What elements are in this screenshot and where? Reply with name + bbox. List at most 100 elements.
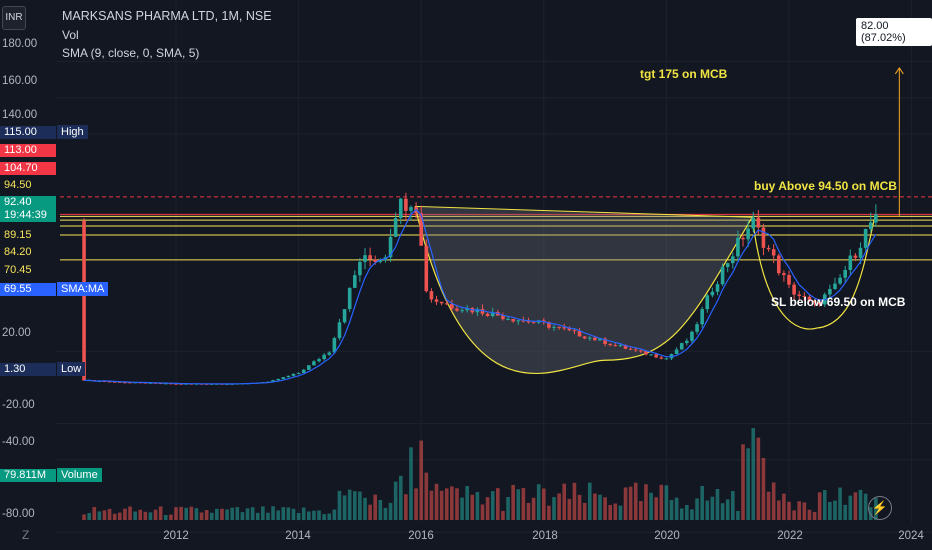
- candle-body: [858, 247, 863, 258]
- candle-body: [766, 247, 771, 250]
- volume-bar: [644, 484, 648, 520]
- candle-body: [853, 255, 858, 258]
- candle-body: [516, 320, 521, 322]
- candle-body: [562, 327, 567, 329]
- volume-bar: [383, 507, 388, 520]
- candle-body: [776, 255, 781, 274]
- candle-body: [644, 350, 648, 355]
- candle-body: [797, 294, 802, 296]
- x-tick: 2014: [285, 530, 311, 542]
- candle-body: [552, 326, 556, 328]
- volume-bar: [531, 497, 536, 520]
- candle-body: [332, 338, 337, 353]
- volume-bar: [419, 440, 423, 520]
- y-tick: 140.00: [2, 109, 38, 121]
- volume-indicator-title[interactable]: Vol: [62, 28, 79, 42]
- candle-body: [608, 344, 613, 346]
- candle-body: [398, 198, 403, 219]
- volume-bar: [332, 509, 337, 520]
- candle-body: [506, 318, 510, 320]
- candle-body: [501, 315, 505, 320]
- candle-body: [685, 340, 689, 344]
- candle-body: [322, 354, 326, 360]
- sma-text-label: SMA:MA: [57, 282, 109, 296]
- chart-grid: [56, 0, 932, 533]
- sma-value-label: 69.55: [0, 283, 56, 296]
- candle-body: [679, 343, 684, 350]
- volume-bar: [286, 507, 291, 520]
- candle-body: [531, 322, 536, 324]
- sma-indicator-title[interactable]: SMA (9, close, 0, SMA, 5): [62, 46, 200, 60]
- volume-bar: [123, 508, 127, 520]
- volume-bar: [690, 509, 694, 520]
- lightning-icon[interactable]: ⚡: [868, 496, 892, 520]
- handle-outline: [751, 217, 876, 330]
- candle-body: [587, 337, 592, 339]
- volume-bar: [373, 494, 378, 520]
- volume-bar: [679, 508, 684, 520]
- volume-bar: [470, 494, 475, 520]
- price-89-label: 89.15: [0, 229, 56, 242]
- price-94-label: 94.50: [0, 179, 56, 192]
- candle-body: [102, 381, 107, 383]
- volume-bar: [261, 506, 265, 520]
- cup-fill: [415, 206, 753, 374]
- candle-body: [429, 291, 434, 300]
- volume-bar: [404, 494, 408, 520]
- volume-bar: [358, 491, 362, 520]
- candle-body: [439, 301, 444, 304]
- buy-annotation[interactable]: buy Above 94.50 on MCB: [754, 179, 897, 193]
- volume-bar: [255, 512, 260, 520]
- candle-body: [424, 245, 429, 292]
- candle-body: [337, 322, 342, 339]
- volume-bar: [158, 506, 163, 520]
- volume-bar: [582, 502, 587, 520]
- candle-body: [664, 358, 669, 360]
- stop-loss-annotation[interactable]: SL below 69.50 on MCB: [771, 295, 906, 309]
- volume-bar: [444, 488, 449, 520]
- high-text-label: High: [57, 125, 88, 139]
- volume-bar: [240, 512, 245, 520]
- volume-bar: [710, 496, 715, 520]
- candle-body: [802, 295, 807, 297]
- volume-bar: [802, 502, 807, 520]
- volume-bar: [547, 505, 551, 520]
- volume-bar: [720, 503, 725, 520]
- candle-body: [107, 381, 112, 383]
- volume-value-label: 79.811M: [0, 469, 56, 482]
- candle-body: [521, 320, 526, 322]
- y-tick: 180.00: [2, 38, 38, 50]
- y-tick: -20.00: [2, 399, 35, 411]
- candle-body: [874, 214, 878, 223]
- x-tick: 2016: [408, 530, 434, 542]
- volume-bar: [465, 485, 469, 520]
- zoom-button[interactable]: Z: [22, 528, 30, 542]
- candle-body: [271, 380, 275, 382]
- candle-body: [434, 299, 439, 302]
- volume-bar: [368, 504, 372, 520]
- y-tick: -80.00: [2, 508, 35, 520]
- target-annotation[interactable]: tgt 175 on MCB: [640, 67, 728, 81]
- volume-bar: [633, 482, 638, 520]
- volume-bar: [414, 488, 418, 520]
- volume-bar: [848, 495, 853, 520]
- candle-body: [838, 277, 842, 284]
- currency-button[interactable]: INR: [2, 6, 26, 30]
- candle-body: [623, 345, 628, 349]
- candle-body: [148, 382, 153, 384]
- candle-body: [792, 284, 796, 295]
- volume-bar: [143, 511, 148, 520]
- volume-bar: [562, 483, 567, 520]
- volume-bar: [572, 482, 577, 520]
- candle-body: [782, 273, 786, 276]
- volume-bar: [388, 502, 393, 520]
- candle-body: [511, 318, 515, 322]
- volume-bar: [363, 497, 367, 520]
- candle-body: [465, 307, 469, 311]
- volume-bar: [695, 498, 699, 520]
- volume-bar: [107, 508, 112, 520]
- volume-bar: [179, 506, 183, 520]
- volume-bar: [450, 486, 454, 520]
- candle-body: [286, 375, 291, 378]
